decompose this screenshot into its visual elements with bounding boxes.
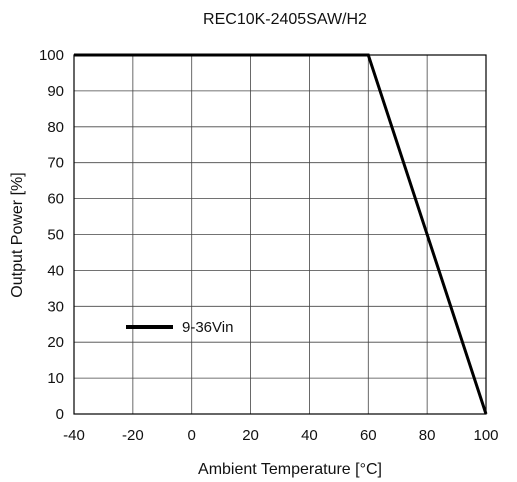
y-tick-label: 80 <box>47 119 64 136</box>
y-tick-label: 20 <box>47 334 64 351</box>
y-tick-label: 50 <box>47 227 64 244</box>
x-axis-title: Ambient Temperature [°C] <box>198 461 382 478</box>
y-axis: 0 10 20 30 40 50 60 70 80 90 100 <box>39 47 64 423</box>
x-tick-label: -40 <box>63 427 85 444</box>
y-axis-title: Output Power [%] <box>9 172 26 297</box>
x-tick-label: 40 <box>301 427 318 444</box>
x-tick-label: -20 <box>122 427 144 444</box>
x-tick-label: 80 <box>419 427 436 444</box>
chart-title: REC10K-2405SAW/H2 <box>203 11 367 28</box>
series-layer <box>73 53 488 415</box>
legend-label: 9-36Vin <box>182 319 233 336</box>
legend: 9-36Vin <box>126 319 233 336</box>
y-tick-label: 100 <box>39 47 64 64</box>
grid <box>74 55 486 414</box>
y-tick-label: 60 <box>47 191 64 208</box>
y-tick-label: 40 <box>47 262 64 279</box>
y-tick-label: 30 <box>47 298 64 315</box>
x-tick-label: 20 <box>242 427 259 444</box>
y-tick-label: 0 <box>56 406 64 423</box>
x-tick-label: 0 <box>188 427 196 444</box>
y-tick-label: 90 <box>47 83 64 100</box>
y-tick-label: 70 <box>47 155 64 172</box>
y-tick-label: 10 <box>47 370 64 387</box>
x-tick-label: 100 <box>473 427 498 444</box>
x-axis: -40 -20 0 20 40 60 80 100 <box>63 427 498 444</box>
x-tick-label: 60 <box>360 427 377 444</box>
